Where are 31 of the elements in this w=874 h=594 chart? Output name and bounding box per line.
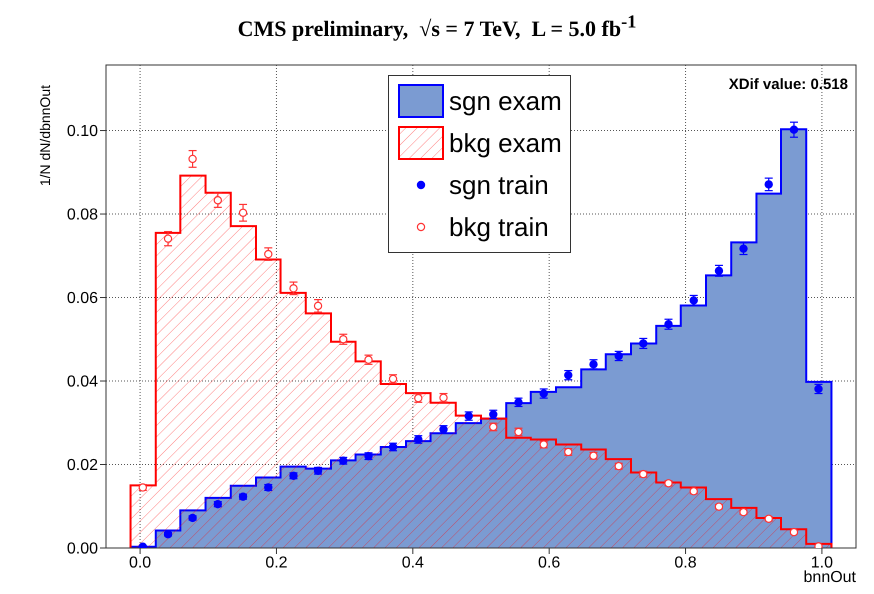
y-tick-label: 0.06: [66, 290, 98, 308]
point: [739, 244, 748, 253]
legend-label: bkg train: [449, 212, 549, 242]
point: [764, 180, 773, 189]
point: [289, 284, 298, 293]
x-tick-label: 0.8: [674, 554, 697, 572]
y-tick-label: 0.04: [66, 374, 98, 391]
point: [314, 302, 322, 310]
annotation: XDif value: 0.518: [728, 76, 848, 93]
y-tick-label: 0.10: [66, 123, 98, 140]
point: [790, 126, 798, 134]
y-tick-label: 0.02: [66, 457, 98, 474]
chart-title: CMS preliminary, √s = 7 TeV, L = 5.0 fb$^{-1}$: [238, 12, 636, 42]
point: [214, 196, 222, 204]
x-axis-title: bnnOut: [804, 569, 857, 586]
x-tick-label: 0.6: [538, 554, 560, 572]
y-tick-label: 0.08: [66, 206, 98, 224]
x-tick-label: 0.0: [128, 554, 152, 572]
x-tick-label: 0.4: [402, 554, 424, 572]
y-tick-label: 0.00: [66, 540, 98, 558]
x-tick-label: 0.2: [265, 554, 288, 572]
legend-label: sgn train: [449, 170, 549, 200]
x-tick-label: 1.0: [810, 554, 834, 572]
point: [164, 234, 172, 243]
point: [238, 208, 248, 217]
y-axis-title: 1/N dN/dbnnOut: [37, 84, 53, 186]
point: [790, 528, 798, 536]
point: [188, 154, 197, 164]
legend-label: bkg exam: [449, 128, 562, 158]
point: [264, 250, 272, 258]
legend-label: sgn exam: [449, 86, 562, 116]
